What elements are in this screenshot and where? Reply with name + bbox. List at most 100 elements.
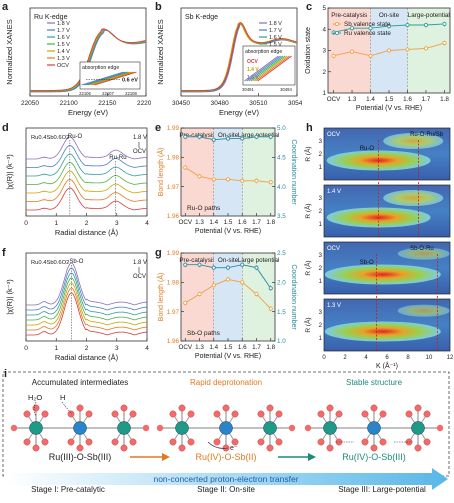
- x-tick-label: 1.3: [195, 219, 204, 226]
- inset-line: [94, 71, 137, 86]
- region-label: Large-potential: [408, 12, 450, 19]
- electron-label: e⁻: [230, 445, 238, 452]
- y-tick-label: 1: [319, 165, 323, 171]
- x-tick-label: 6: [385, 355, 389, 361]
- x-axis-label: Potential (V vs. RHE): [195, 228, 261, 235]
- panel-label-e: e: [155, 122, 162, 134]
- oxygen-atom: [379, 410, 387, 418]
- region-band: [242, 253, 275, 341]
- panel-label-f: f: [2, 247, 6, 259]
- inset-line: [87, 71, 131, 86]
- oxygen-atom: [361, 438, 369, 446]
- oxygen-atom: [436, 424, 444, 432]
- feature-label: Sb-O-Ru: [410, 246, 434, 252]
- plot-frame: [323, 298, 451, 352]
- inset-tick-label: 22106: [79, 91, 91, 96]
- data-point: [183, 134, 188, 139]
- legend-label: Sb valence state: [344, 21, 391, 28]
- data-point: [331, 30, 336, 35]
- schematic-diagram: Accumulated intermediates Ru(III)-O-Sb(II…: [2, 371, 450, 494]
- region-band: [407, 8, 450, 93]
- oxygen-atom: [257, 438, 265, 446]
- oxygen-atom: [67, 438, 75, 446]
- x-tick-label: 1.3: [348, 96, 357, 103]
- legend-label: 1.7 V: [57, 28, 70, 34]
- feature-label: Sb-O: [360, 260, 374, 266]
- inset-line: [257, 55, 292, 82]
- inset-line: [83, 71, 126, 86]
- radial-curve: [26, 272, 147, 316]
- subplot-condition: 1.3 V: [327, 303, 341, 309]
- oxygen-atom: [361, 410, 369, 418]
- data-point: [423, 22, 428, 27]
- oxygen-atom: [379, 438, 387, 446]
- y-tick-label: 1: [319, 279, 323, 285]
- stage-heading: Accumulated intermediates: [32, 378, 129, 387]
- sb-atom: [367, 421, 381, 435]
- ru-atom: [263, 421, 277, 435]
- oxygen-atom: [266, 444, 274, 452]
- heatmap-peak-2: [397, 247, 450, 260]
- x-tick-label: 1.7: [252, 344, 261, 351]
- x-axis-label: Potential (V vs. RHE): [356, 105, 422, 112]
- legend-label: Ru valence state: [344, 30, 391, 37]
- x-tick-label: 22050: [21, 100, 39, 107]
- y-axis-label: Oxidation state: [305, 27, 312, 74]
- series-line-OCV: [30, 28, 147, 91]
- oxygen-atom: [326, 404, 334, 412]
- stage-label: Stage III: Large-potential: [338, 485, 426, 494]
- heatmap-peak: [324, 264, 441, 285]
- oxygen-atom: [67, 410, 75, 418]
- legend-label: OCV: [57, 63, 69, 69]
- peak-label: Ru-O: [68, 134, 83, 140]
- data-point: [331, 53, 336, 58]
- radial-curve: [26, 267, 147, 311]
- transition-arrowhead: [162, 453, 170, 461]
- h2o-label: H₂O: [28, 393, 42, 402]
- x-tick-label: 3: [115, 345, 119, 352]
- y2-tick-label: 4.0: [277, 184, 286, 191]
- data-point: [183, 300, 188, 305]
- radial-curve: [26, 136, 147, 160]
- transition-arrowhead: [308, 453, 316, 461]
- oxygen-atom: [76, 444, 84, 452]
- oxygen-atom: [142, 424, 150, 432]
- stage-formula: Ru(III)-O-Sb(III): [49, 452, 112, 462]
- feature-label: Ru-O: [360, 146, 375, 152]
- inset-title: absorption edge: [245, 49, 282, 55]
- data-point: [211, 283, 216, 288]
- plot-frame: [180, 7, 298, 97]
- data-point: [183, 165, 188, 170]
- data-point: [240, 262, 245, 267]
- bottom-curve-label: OCV: [133, 274, 146, 280]
- plot-frame: [323, 127, 451, 181]
- oxygen-atom: [169, 438, 177, 446]
- chart-c: Pre-catalysis On-site Large-potential 1 2 3 4 5…: [305, 5, 451, 112]
- x-axis-label: K (Å⁻¹): [376, 361, 398, 370]
- y-tick-label: 1.97: [167, 309, 180, 316]
- x-tick-label: 8: [406, 355, 410, 361]
- x-tick-label: OCV: [178, 344, 192, 351]
- y-axis-label: Bond length (Å): [156, 273, 165, 322]
- heatmap-peak: [324, 321, 441, 342]
- x-tick-label: 4: [145, 220, 149, 227]
- oxygen-atom: [213, 438, 221, 446]
- stage-formula: Ru(IV)-O-Sb(III): [342, 452, 406, 462]
- y-axis-label: R (Å): [303, 317, 312, 332]
- y-tick-label: 2: [322, 69, 326, 76]
- y-tick-label: 4: [322, 26, 326, 33]
- x-tick-label: 1.6: [238, 344, 247, 351]
- oxygen-atom: [32, 444, 40, 452]
- data-point: [211, 177, 216, 182]
- panel-label-d: d: [2, 122, 9, 134]
- radial-curve: [26, 292, 147, 336]
- oxygen-atom: [414, 404, 422, 412]
- chart-title: Ru K-edge: [34, 14, 68, 21]
- oxygen-atom: [317, 410, 325, 418]
- progress-arrow: [6, 468, 448, 490]
- top-curve-label: 1.8 V: [133, 260, 147, 266]
- inset-line: [85, 71, 128, 86]
- y-tick-label: 1.98: [167, 155, 180, 162]
- x-axis-label: Energy (eV): [68, 108, 109, 117]
- oxygen-atom: [129, 410, 137, 418]
